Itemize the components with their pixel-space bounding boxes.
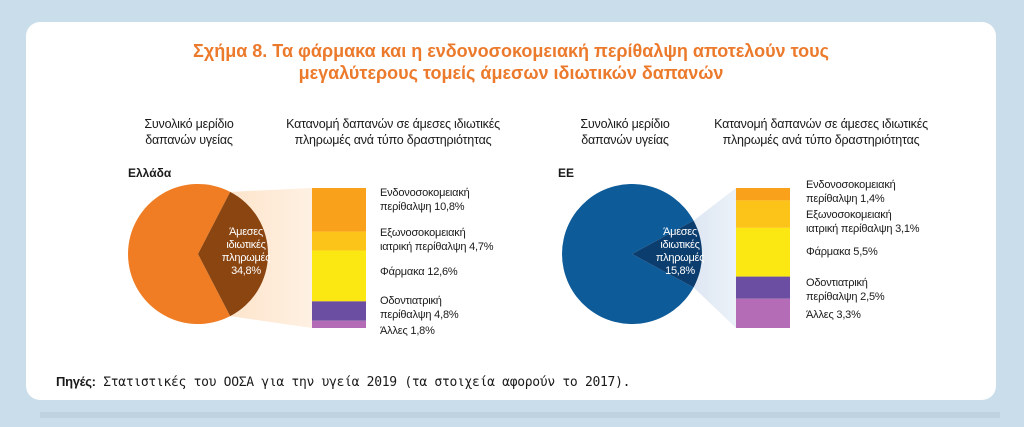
bar-label-line: Εξωνοσοκομειακή	[806, 209, 892, 221]
source-note: Πηγές: Στατιστικές του ΟΟΣΑ για την υγεί…	[56, 374, 630, 390]
bar-label-0-3: Οδοντιατρική περίθαλψη 4,8%	[380, 294, 459, 322]
pie-label-line: πληρωμές	[221, 252, 271, 264]
bar-label-line: Οδοντιατρική	[806, 277, 868, 289]
title-line-1: Σχήμα 8. Τα φάρμακα και η ενδονοσοκομεια…	[193, 41, 829, 61]
bar-label-line: περίθαλψη 10,8%	[380, 201, 465, 213]
bar-label-0-1: Εξωνοσοκομειακή ιατρική περίθαλψη 4,7%	[380, 226, 494, 254]
bar-segment-0-4	[312, 320, 366, 328]
pie-label-line: Άμεσες	[229, 226, 263, 238]
bar-label-line: Ενδονοσοκομειακή	[806, 179, 896, 191]
bar-segment-1-4	[736, 298, 790, 328]
bar-label-line: περίθαλψη 1,4%	[806, 193, 885, 205]
bar-segment-1-2	[736, 227, 790, 277]
bar-label-1-1: Εξωνοσοκομειακή ιατρική περίθαλψη 3,1%	[806, 208, 920, 236]
pie-label-line: ιδιωτικές	[660, 239, 700, 251]
bar-label-0-0: Ενδονοσοκομειακή περίθαλψη 10,8%	[380, 186, 470, 214]
bar-label-line: Άλλες 3,3%	[806, 309, 861, 321]
bar-segment-1-0	[736, 188, 790, 201]
bar-label-0-2: Φάρμακα 12,6%	[380, 265, 458, 279]
bar-segment-0-3	[312, 301, 366, 321]
pie-header-eu: Συνολικό μερίδιο δαπανών υγείας	[580, 117, 670, 147]
bar-label-line: Ενδονοσοκομειακή	[380, 187, 470, 199]
pie-header-greece: Συνολικό μερίδιο δαπανών υγείας	[144, 117, 234, 147]
bar-label-line: Φάρμακα 12,6%	[380, 266, 458, 278]
bar-label-line: περίθαλψη 4,8%	[380, 309, 459, 321]
bar-label-line: Άλλες 1,8%	[380, 325, 435, 337]
bar-header-greece: Κατανομή δαπανών σε άμεσες ιδιωτικές πλη…	[286, 117, 500, 147]
bar-label-line: Εξωνοσοκομειακή	[380, 227, 466, 239]
bottom-strip	[40, 412, 1000, 418]
bar-segment-1-1	[736, 200, 790, 228]
bar-segment-0-1	[312, 231, 366, 251]
country-label-greece: Ελλάδα	[128, 166, 172, 180]
pie-label-line: 15,8%	[665, 265, 695, 277]
pie-label-private-1: Άμεσες ιδιωτικές πληρωμές 15,8%	[650, 226, 710, 278]
source-text: Στατιστικές του ΟΟΣΑ για την υγεία 2019 …	[103, 375, 631, 390]
source-label: Πηγές:	[56, 374, 96, 389]
pie-slice-rest-0	[128, 183, 231, 324]
bar-label-1-4: Άλλες 3,3%	[806, 308, 861, 322]
bar-label-line: Φάρμακα 5,5%	[806, 246, 878, 258]
pie-slice-rest-1	[561, 184, 694, 324]
bar-label-1-3: Οδοντιατρική περίθαλψη 2,5%	[806, 276, 885, 304]
pie-slice-private-1	[632, 220, 702, 288]
pie-slice-private-0	[198, 191, 268, 317]
bar-segment-1-3	[736, 276, 790, 299]
bar-label-1-0: Ενδονοσοκομειακή περίθαλψη 1,4%	[806, 178, 896, 206]
chart-title: Σχήμα 8. Τα φάρμακα και η ενδονοσοκομεια…	[26, 40, 996, 84]
pie-label-line: 34,8%	[231, 265, 261, 277]
country-label-eu: ΕΕ	[558, 166, 575, 180]
connector-1	[693, 188, 736, 328]
bar-label-line: ιατρική περίθαλψη 3,1%	[806, 223, 920, 235]
pie-label-line: πληρωμές	[655, 252, 705, 264]
bar-label-line: περίθαλψη 2,5%	[806, 291, 885, 303]
title-line-2: μεγαλύτερους τομείς άμεσων ιδιωτικών δαπ…	[298, 63, 724, 83]
bar-label-line: Οδοντιατρική	[380, 295, 442, 307]
bar-segment-0-0	[312, 188, 366, 232]
bar-label-1-2: Φάρμακα 5,5%	[806, 245, 878, 259]
bar-label-0-4: Άλλες 1,8%	[380, 324, 435, 338]
bar-label-line: ιατρική περίθαλψη 4,7%	[380, 241, 494, 253]
pie-label-line: Άμεσες	[663, 226, 697, 238]
pie-label-private-0: Άμεσες ιδιωτικές πληρωμές 34,8%	[216, 226, 276, 278]
bar-segment-0-2	[312, 250, 366, 302]
bar-header-eu: Κατανομή δαπανών σε άμεσες ιδιωτικές πλη…	[714, 117, 928, 147]
pie-label-line: ιδιωτικές	[226, 239, 266, 251]
chart-card: Σχήμα 8. Τα φάρμακα και η ενδονοσοκομεια…	[26, 22, 996, 400]
charts-svg	[128, 183, 790, 328]
